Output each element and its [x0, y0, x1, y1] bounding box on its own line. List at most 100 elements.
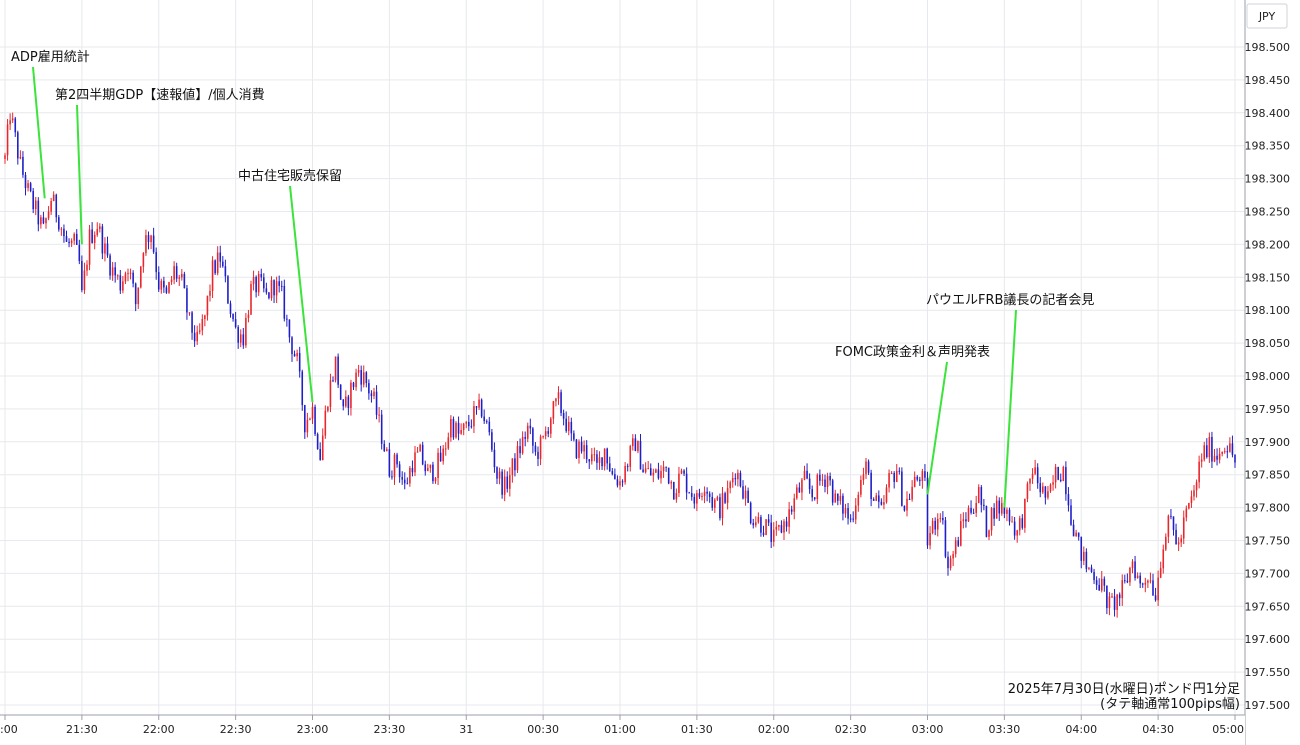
candle	[1026, 481, 1029, 503]
y-tick-label: 198.150	[1245, 271, 1291, 284]
candle	[516, 440, 519, 474]
candle	[1093, 568, 1095, 584]
candle	[355, 368, 357, 391]
y-tick-label: 198.500	[1245, 41, 1291, 54]
candle	[111, 261, 114, 281]
candle	[234, 311, 237, 329]
candle	[173, 261, 175, 285]
annotation-leader-line	[76, 104, 83, 245]
x-tick-label: 01:00	[604, 723, 636, 736]
candle	[521, 431, 524, 455]
y-tick-label: 198.350	[1245, 140, 1291, 153]
candle	[1175, 523, 1177, 545]
candle	[957, 536, 960, 548]
candle	[642, 464, 644, 473]
candle	[1154, 587, 1157, 602]
candle	[1193, 485, 1195, 501]
candle	[1190, 490, 1193, 508]
candle	[852, 511, 854, 523]
candle	[145, 229, 147, 256]
candle	[924, 464, 926, 482]
candle	[1208, 432, 1211, 463]
candle	[201, 314, 204, 336]
candle	[22, 151, 24, 178]
candle	[360, 365, 362, 392]
candle	[888, 469, 890, 493]
candle	[967, 505, 970, 523]
candle	[847, 502, 849, 525]
candle	[716, 495, 719, 502]
candle	[178, 274, 181, 287]
candle	[278, 275, 280, 293]
candle	[675, 488, 678, 503]
candle	[52, 191, 55, 202]
candle	[106, 236, 109, 258]
candle	[1042, 482, 1044, 495]
x-tick-label: 05:00	[1212, 723, 1244, 736]
candle	[993, 503, 995, 526]
y-tick-label: 197.550	[1245, 666, 1291, 679]
candle	[944, 517, 947, 559]
candle	[332, 376, 334, 383]
candle	[998, 497, 1001, 521]
candle	[926, 471, 929, 549]
candle	[629, 444, 632, 472]
candle	[680, 468, 683, 475]
candle	[501, 469, 503, 499]
candle	[1231, 435, 1234, 458]
candle	[81, 255, 83, 293]
candle	[908, 493, 911, 501]
candle	[386, 447, 388, 452]
candle	[588, 459, 591, 469]
candle	[854, 498, 857, 525]
candle	[70, 238, 73, 248]
candle	[1213, 448, 1216, 463]
candle	[578, 439, 580, 464]
candle	[1067, 487, 1070, 512]
candle	[124, 271, 127, 285]
candle	[1013, 517, 1016, 540]
candle	[114, 262, 116, 283]
candle	[921, 468, 924, 489]
candle	[972, 508, 975, 514]
candle	[1100, 570, 1103, 593]
candle	[68, 238, 70, 248]
candle	[1031, 468, 1034, 484]
candle	[1141, 582, 1144, 588]
candle	[219, 245, 222, 268]
candle	[913, 471, 916, 488]
candle	[1223, 447, 1226, 454]
candle	[1016, 529, 1018, 543]
candle	[163, 276, 165, 293]
candle	[985, 505, 988, 538]
candle	[127, 268, 129, 282]
candle	[1216, 448, 1218, 466]
candle	[334, 356, 337, 383]
candle	[1057, 466, 1059, 481]
candle	[831, 478, 834, 506]
x-tick-label: 02:30	[835, 723, 867, 736]
candle	[849, 514, 852, 523]
candle	[708, 491, 711, 503]
candle	[919, 476, 921, 486]
y-tick-label: 198.250	[1245, 206, 1291, 219]
currency-badge[interactable]	[1246, 3, 1288, 29]
candle	[772, 522, 775, 547]
annotation: パウエルFRB議長の記者会見	[926, 292, 1094, 508]
candle	[929, 526, 931, 550]
candle	[473, 400, 475, 434]
candle	[188, 312, 191, 316]
candle	[311, 402, 314, 424]
candle	[1052, 475, 1054, 491]
candle	[570, 417, 573, 441]
candle	[1157, 570, 1159, 607]
candle	[245, 313, 247, 348]
x-tick-label: 22:30	[220, 723, 252, 736]
candle	[211, 256, 214, 298]
chart-note-line-1: 2025年7月30日(水曜日)ポンド円1分足	[1008, 682, 1240, 697]
candle	[765, 519, 767, 536]
candle	[129, 268, 132, 280]
candle	[362, 365, 365, 388]
annotation-leader-line	[32, 66, 46, 199]
